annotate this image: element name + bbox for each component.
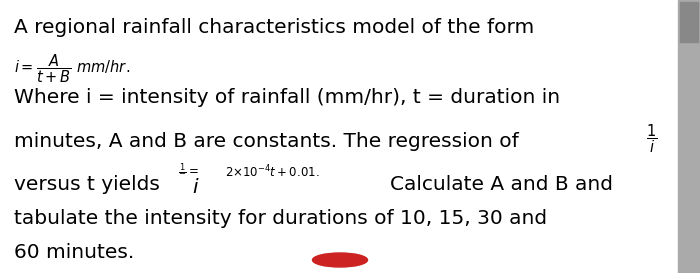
Text: $\dfrac{1}{i}$: $\dfrac{1}{i}$	[646, 122, 657, 155]
Text: Calculate A and B and: Calculate A and B and	[390, 175, 613, 194]
Text: $\mathit{i}$: $\mathit{i}$	[192, 178, 199, 197]
Text: tabulate the intensity for durations of 10, 15, 30 and: tabulate the intensity for durations of …	[14, 209, 547, 228]
Text: $\frac{1}{-} =$: $\frac{1}{-} =$	[178, 162, 200, 176]
Text: Where i = intensity of rainfall (mm/hr), t = duration in: Where i = intensity of rainfall (mm/hr),…	[14, 88, 560, 107]
Bar	[680, 2, 698, 42]
Text: 60 minutes.: 60 minutes.	[14, 243, 134, 262]
Text: $2{\times}10^{-4}t+0.01.$: $2{\times}10^{-4}t+0.01.$	[225, 164, 320, 181]
Bar	[678, 0, 700, 273]
Ellipse shape	[312, 253, 368, 267]
Text: A regional rainfall characteristics model of the form: A regional rainfall characteristics mode…	[14, 18, 534, 37]
Text: versus t yields: versus t yields	[14, 175, 160, 194]
Text: $i = \dfrac{A}{t+B}\ \mathit{mm/hr.}$: $i = \dfrac{A}{t+B}\ \mathit{mm/hr.}$	[14, 52, 130, 85]
Text: minutes, A and B are constants. The regression of: minutes, A and B are constants. The regr…	[14, 132, 519, 151]
